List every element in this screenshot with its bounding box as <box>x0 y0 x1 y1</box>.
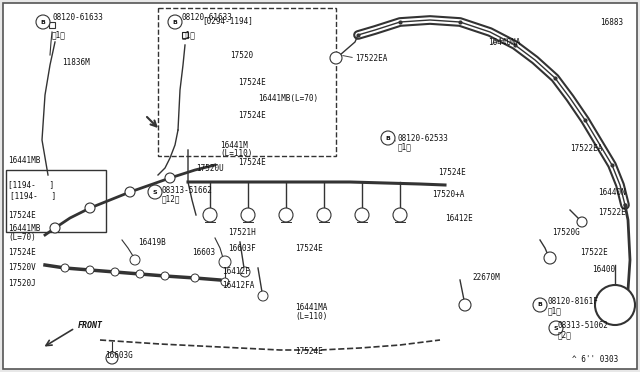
Text: 16412F: 16412F <box>222 267 250 276</box>
Text: 17524E: 17524E <box>295 244 323 253</box>
Circle shape <box>221 278 229 286</box>
Text: FRONT: FRONT <box>78 321 103 330</box>
Text: 17524E: 17524E <box>238 157 266 167</box>
Text: 16440NA: 16440NA <box>488 38 520 46</box>
Text: 17524E: 17524E <box>8 211 36 219</box>
Text: 17522EA: 17522EA <box>570 144 602 153</box>
Text: [0294-1194]: [0294-1194] <box>203 16 253 25</box>
Text: [1194-   ]: [1194- ] <box>8 180 54 189</box>
Circle shape <box>240 267 250 277</box>
Text: 17522E: 17522E <box>598 208 626 217</box>
Text: （1）: （1） <box>52 30 66 39</box>
Text: 08313-51062: 08313-51062 <box>558 321 609 330</box>
Circle shape <box>533 298 547 312</box>
Text: B: B <box>538 302 543 308</box>
Text: （1）: （1） <box>398 142 412 151</box>
Text: 16441MB(L=70): 16441MB(L=70) <box>258 93 318 103</box>
Circle shape <box>279 208 293 222</box>
Text: 16441M: 16441M <box>220 141 248 150</box>
Text: 16400: 16400 <box>592 266 615 275</box>
Text: 16412FA: 16412FA <box>222 280 254 289</box>
Text: （1）: （1） <box>548 307 562 315</box>
Circle shape <box>85 203 95 213</box>
Text: (L=110): (L=110) <box>220 148 252 157</box>
Text: [1194-   ]: [1194- ] <box>10 192 56 201</box>
Circle shape <box>168 15 182 29</box>
Circle shape <box>136 270 144 278</box>
Circle shape <box>577 217 587 227</box>
Circle shape <box>86 266 94 274</box>
Text: 08120-62533: 08120-62533 <box>398 134 449 142</box>
Text: 17520: 17520 <box>230 51 253 60</box>
Text: 22670M: 22670M <box>472 273 500 282</box>
Circle shape <box>130 255 140 265</box>
Text: 17520G: 17520G <box>552 228 580 237</box>
Circle shape <box>148 185 162 199</box>
Text: 17524E: 17524E <box>438 167 466 176</box>
Text: 17520J: 17520J <box>8 279 36 289</box>
Text: 16883: 16883 <box>600 17 623 26</box>
Text: 16419B: 16419B <box>138 237 166 247</box>
Text: 08120-61633: 08120-61633 <box>182 13 233 22</box>
Text: 16440N: 16440N <box>598 187 626 196</box>
Text: ^ 6'' 0303: ^ 6'' 0303 <box>572 356 618 365</box>
Text: 16603: 16603 <box>192 247 215 257</box>
Text: 17520U: 17520U <box>196 164 224 173</box>
Circle shape <box>111 268 119 276</box>
Text: B: B <box>173 19 177 25</box>
Circle shape <box>258 291 268 301</box>
Text: （2）: （2） <box>558 330 572 340</box>
Text: (L=110): (L=110) <box>295 312 328 321</box>
Text: S: S <box>554 326 558 330</box>
Circle shape <box>241 208 255 222</box>
Text: 16603G: 16603G <box>105 352 132 360</box>
Circle shape <box>125 187 135 197</box>
Circle shape <box>161 272 169 280</box>
Circle shape <box>544 252 556 264</box>
Text: （12）: （12） <box>162 195 180 203</box>
Text: （1）: （1） <box>182 30 196 39</box>
Circle shape <box>165 173 175 183</box>
Text: 08120-8161F: 08120-8161F <box>548 298 599 307</box>
Text: 17520V: 17520V <box>8 263 36 273</box>
Text: 17524E: 17524E <box>238 110 266 119</box>
Text: 17524E: 17524E <box>8 247 36 257</box>
Text: S: S <box>153 189 157 195</box>
Circle shape <box>459 299 471 311</box>
Text: B: B <box>40 19 45 25</box>
Circle shape <box>50 223 60 233</box>
Text: 16441MB: 16441MB <box>8 224 40 232</box>
Text: 16441MA: 16441MA <box>295 304 328 312</box>
Bar <box>158 8 336 156</box>
Bar <box>6 170 106 232</box>
Text: 16441MB: 16441MB <box>8 155 40 164</box>
Text: 17520+A: 17520+A <box>432 189 465 199</box>
Circle shape <box>330 52 342 64</box>
Text: 17524E: 17524E <box>238 77 266 87</box>
Circle shape <box>203 208 217 222</box>
Text: 17522E: 17522E <box>580 247 608 257</box>
Circle shape <box>381 131 395 145</box>
Circle shape <box>549 321 563 335</box>
Circle shape <box>393 208 407 222</box>
Text: 17524E: 17524E <box>295 347 323 356</box>
Circle shape <box>355 208 369 222</box>
Text: 16412E: 16412E <box>445 214 473 222</box>
Text: 16603F: 16603F <box>228 244 256 253</box>
Circle shape <box>106 352 118 364</box>
Circle shape <box>317 208 331 222</box>
Text: 17522EA: 17522EA <box>355 54 387 62</box>
Text: B: B <box>385 135 390 141</box>
Text: 11836M: 11836M <box>62 58 90 67</box>
Circle shape <box>191 274 199 282</box>
Circle shape <box>595 285 635 325</box>
Text: 17521H: 17521H <box>228 228 256 237</box>
Text: 08313-51662: 08313-51662 <box>162 186 213 195</box>
Circle shape <box>61 264 69 272</box>
Circle shape <box>36 15 50 29</box>
Text: (L=70): (L=70) <box>8 232 36 241</box>
Text: 08120-61633: 08120-61633 <box>52 13 103 22</box>
Circle shape <box>219 256 231 268</box>
